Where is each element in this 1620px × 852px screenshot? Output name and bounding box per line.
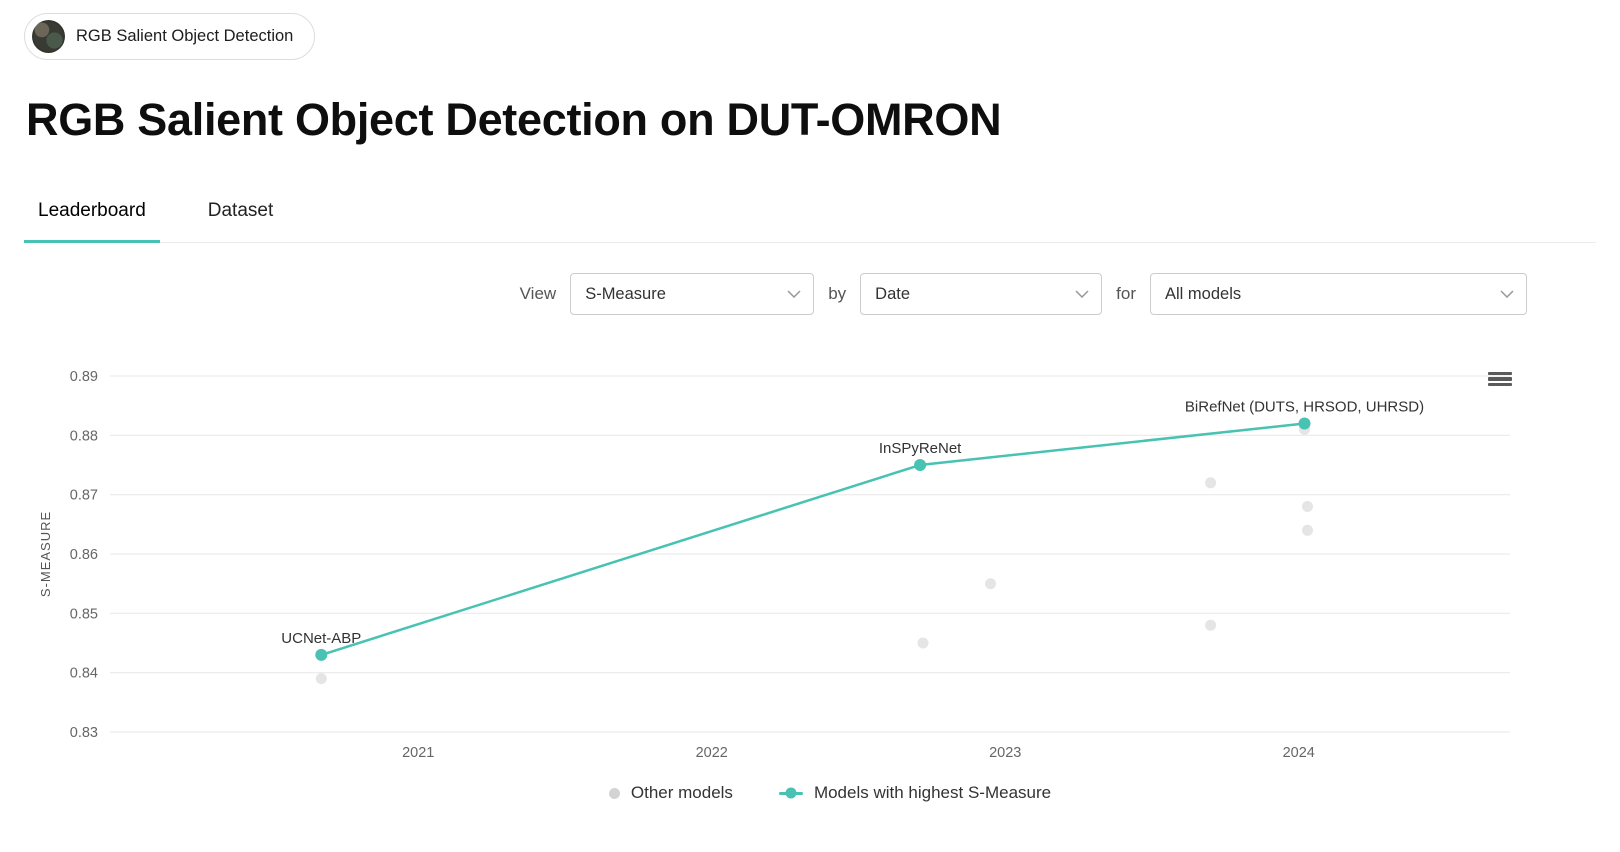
- other-model-point[interactable]: [315, 673, 327, 685]
- task-badge-label: RGB Salient Object Detection: [76, 27, 294, 45]
- chart-svg: 0.83 0.84 0.85 0.86 0.87 0.88 0.89 2021 2022 2023…: [40, 369, 1510, 761]
- chart-export-menu-icon[interactable]: [1488, 369, 1512, 389]
- metric-select-value: S-Measure: [585, 284, 666, 303]
- legend-dot-icon: [608, 787, 620, 799]
- x-tick-label: 2024: [1283, 745, 1315, 761]
- view-label: View: [519, 284, 557, 303]
- legend-label-highest-smeasure: Models with highest S-Measure: [813, 783, 1052, 802]
- by-label: by: [828, 284, 847, 303]
- highlight-model-point[interactable]: [315, 648, 328, 661]
- x-tick-label: 2023: [989, 745, 1021, 761]
- point-label: BiRefNet (DUTS, HRSOD, UHRSD): [1185, 399, 1424, 416]
- legend-line-dot-icon: [778, 791, 803, 795]
- point-label: UCNet-ABP: [281, 630, 361, 647]
- sort-by-select-value: Date: [875, 284, 911, 303]
- leaderboard-chart: 0.83 0.84 0.85 0.86 0.87 0.88 0.89 2021 2022 2023…: [0, 361, 1620, 803]
- y-tick-label: 0.88: [70, 428, 98, 444]
- metric-select[interactable]: S-Measure: [570, 273, 815, 315]
- for-label: for: [1116, 284, 1136, 303]
- other-model-point[interactable]: [1302, 524, 1313, 536]
- y-axis-label: S-MEASURE: [40, 511, 53, 597]
- models-filter-select-value: All models: [1165, 284, 1242, 303]
- tab-dataset[interactable]: Dataset: [207, 200, 274, 221]
- chevron-down-icon: [1075, 290, 1089, 298]
- y-tick-label: 0.84: [70, 666, 98, 682]
- tab-leaderboard[interactable]: Leaderboard: [24, 188, 160, 243]
- other-model-point[interactable]: [1302, 501, 1313, 512]
- trend-line: [320, 422, 1305, 657]
- x-tick-label: 2021: [402, 745, 434, 761]
- legend-item-highest-smeasure[interactable]: Models with highest S-Measure: [778, 783, 1052, 803]
- y-tick-label: 0.85: [70, 606, 98, 622]
- legend-item-other-models[interactable]: Other models: [608, 783, 733, 803]
- y-tick-label: 0.83: [70, 725, 98, 741]
- chevron-down-icon: [1500, 290, 1514, 298]
- other-model-point[interactable]: [985, 578, 996, 590]
- sort-by-select[interactable]: Date: [860, 273, 1103, 315]
- models-filter-select[interactable]: All models: [1150, 273, 1527, 315]
- other-model-point[interactable]: [1205, 477, 1217, 489]
- highlight-model-point[interactable]: [914, 459, 927, 471]
- chart-legend: Other models Models with highest S-Measu…: [40, 783, 1620, 803]
- y-tick-label: 0.89: [70, 369, 98, 385]
- point-label: InSPyReNet: [879, 440, 962, 457]
- tab-bar: Leaderboard Dataset: [24, 188, 1596, 243]
- filter-bar: View S-Measure by Date for All models: [0, 273, 1527, 315]
- task-thumbnail-icon: [32, 20, 65, 53]
- y-tick-label: 0.86: [70, 547, 98, 563]
- other-model-point[interactable]: [1205, 619, 1217, 631]
- chevron-down-icon: [787, 290, 801, 298]
- other-model-point[interactable]: [917, 637, 929, 649]
- y-tick-label: 0.87: [70, 488, 98, 504]
- highlight-model-point[interactable]: [1298, 417, 1311, 430]
- x-tick-label: 2022: [696, 745, 728, 761]
- legend-label-other-models: Other models: [630, 783, 733, 802]
- page-title: RGB Salient Object Detection on DUT-OMRO…: [26, 94, 1002, 145]
- task-badge[interactable]: RGB Salient Object Detection: [24, 13, 316, 60]
